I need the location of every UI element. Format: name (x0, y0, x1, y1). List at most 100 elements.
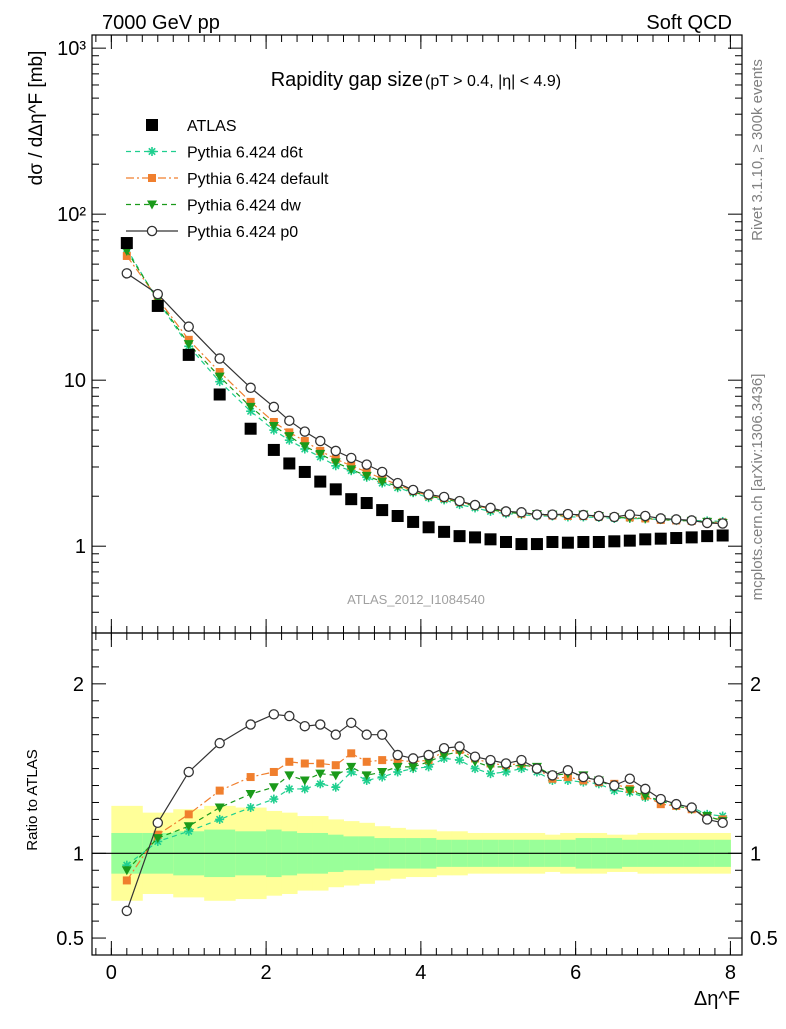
ratio-point-pythia-6-424-dw (268, 783, 279, 793)
ratio-point-pythia-6-424-d6t (362, 775, 372, 785)
legend-entry-pythia-6-424-default: Pythia 6.424 default (126, 171, 329, 188)
data-point-pythia-6-424-p0 (407, 484, 419, 496)
ratio-point-pythia-6-424-default (269, 767, 278, 776)
data-point-atlas (453, 530, 466, 543)
ratio-plot-panel: 0.5 0.5 1 1 2 2 0 2 4 6 8 Ratio to ATLAS Δη^F (24, 632, 778, 1010)
data-point-pythia-6-424-p0 (500, 506, 512, 517)
data-point-pythia-6-424-default (246, 397, 255, 406)
legend-entry-pythia-6-424-d6t: Pythia 6.424 d6t (126, 145, 303, 162)
ratio-point-pythia-6-424-default (300, 759, 309, 768)
data-point-pythia-6-424-dw (315, 449, 326, 459)
ratio-point-pythia-6-424-d6t-stroke (184, 827, 193, 836)
data-point-pythia-6-424-p0 (376, 466, 388, 478)
data-point-pythia-6-424-p0 (392, 477, 403, 489)
data-point-pythia-6-424-p0 (121, 268, 133, 279)
ratio-point-pythia-6-424-p0 (469, 751, 481, 762)
data-point-atlas (469, 531, 482, 544)
data-point-pythia-6-424-p0 (670, 514, 682, 525)
legend: ATLAS Pythia 6.424 d6t Pythia 6.424 defaul… (126, 118, 329, 241)
data-point-atlas (182, 348, 195, 361)
ratio-point-pythia-6-424-dw (392, 762, 403, 772)
rivet-side-text: Rivet 3.1.10, ≥ 300k events (749, 59, 766, 241)
ratio-point-pythia-6-424-default (184, 810, 193, 819)
legend-marker-pythia-6-424-p0 (146, 225, 158, 237)
ratio-point-pythia-6-424-p0 (392, 749, 403, 761)
legend-entry-pythia-6-424-dw: Pythia 6.424 dw (126, 198, 301, 215)
data-point-pythia-6-424-dw (214, 372, 225, 382)
ratio-point-pythia-6-424-dw (330, 771, 341, 781)
main-plot-panel: Rapidity gap size (pT > 0.4, |η| < 4.9) … (26, 34, 743, 634)
ratio-plot-frame (91, 632, 743, 956)
header-right-text: Soft QCD (646, 12, 732, 34)
data-point-atlas (329, 483, 342, 496)
main-y-tick-label: 10² (57, 204, 86, 226)
data-point-atlas (530, 538, 543, 551)
data-point-pythia-6-424-dw (183, 340, 194, 350)
ratio-point-pythia-6-424-p0 (376, 729, 388, 740)
watermark-text: ATLAS_2012_I1084540 (347, 592, 485, 607)
ratio-point-pythia-6-424-p0 (547, 770, 558, 781)
ratio-point-pythia-6-424-p0 (701, 814, 713, 825)
ratio-point-pythia-6-424-d6t-stroke (285, 785, 294, 793)
main-y-tick-label: 10³ (57, 38, 86, 60)
legend-marker-pythia-6-424-d6t-stroke (148, 147, 156, 156)
ratio-point-pythia-6-424-dw (346, 762, 357, 772)
ratio-y-axis-label: Ratio to ATLAS (24, 749, 41, 850)
ratio-point-pythia-6-424-dw (245, 790, 256, 799)
data-point-atlas (213, 388, 226, 401)
data-point-pythia-6-424-p0 (547, 509, 558, 520)
data-point-atlas (592, 535, 605, 548)
data-point-pythia-6-424-p0 (593, 510, 605, 522)
ratio-y-tick-label-right: 1 (750, 843, 761, 865)
ratio-point-pythia-6-424-d6t-stroke (471, 764, 479, 773)
data-point-pythia-6-424-p0 (268, 401, 280, 413)
data-point-pythia-6-424-dw (268, 421, 279, 431)
data-point-atlas (685, 531, 698, 544)
data-point-atlas (376, 504, 389, 517)
data-point-pythia-6-424-dw (330, 458, 341, 468)
data-point-atlas (546, 535, 559, 548)
data-point-atlas (120, 237, 133, 250)
legend-label-pythia-6-424-default: Pythia 6.424 default (187, 171, 329, 188)
data-point-atlas (623, 534, 636, 547)
data-point-pythia-6-424-dw (346, 465, 357, 475)
mcplots-side-text: mcplots.cern.ch [arXiv:1306.3436] (749, 374, 766, 601)
data-point-pythia-6-424-p0 (609, 511, 620, 523)
data-point-atlas (484, 533, 497, 546)
ratio-point-pythia-6-424-p0 (315, 719, 326, 730)
series-pythia-6-424-dw (121, 246, 728, 528)
ratio-y-tick-label-left: 2 (73, 674, 84, 696)
data-point-pythia-6-424-p0 (214, 353, 225, 364)
ratio-point-pythia-6-424-d6t-stroke (486, 769, 495, 778)
data-point-pythia-6-424-p0 (345, 452, 357, 464)
data-point-pythia-6-424-p0 (361, 459, 372, 470)
ratio-point-pythia-6-424-p0 (361, 729, 372, 740)
series-pythia-6-424-default (122, 251, 727, 527)
ratio-point-pythia-6-424-p0 (268, 709, 280, 720)
ratio-point-pythia-6-424-dw (485, 762, 496, 772)
legend-marker-pythia-6-424-dw (147, 200, 157, 210)
ratio-point-pythia-6-424-d6t-stroke (393, 768, 402, 776)
ratio-point-pythia-6-424-d6t (315, 779, 325, 789)
ratio-point-pythia-6-424-p0 (299, 720, 311, 732)
ratio-point-pythia-6-424-dw (284, 771, 295, 781)
ratio-point-pythia-6-424-default (347, 749, 356, 758)
data-point-atlas (360, 497, 373, 510)
ratio-point-pythia-6-424-d6t (470, 764, 480, 774)
ratio-point-pythia-6-424-default (122, 876, 131, 885)
x-tick-label: 8 (725, 962, 736, 984)
ratio-point-pythia-6-424-default (246, 773, 255, 782)
data-point-pythia-6-424-p0 (469, 499, 481, 511)
data-point-pythia-6-424-dw (284, 432, 295, 442)
ratio-point-pythia-6-424-p0 (183, 766, 194, 778)
ratio-point-pythia-6-424-default (215, 786, 224, 795)
data-point-atlas (561, 536, 574, 549)
main-y-tick-label: 1 (75, 536, 86, 558)
ratio-point-pythia-6-424-d6t (331, 782, 341, 792)
x-tick-label: 4 (415, 962, 426, 984)
data-point-atlas (577, 535, 590, 548)
ratio-point-pythia-6-424-p0 (330, 729, 341, 740)
data-point-pythia-6-424-p0 (423, 489, 434, 500)
data-point-atlas (701, 530, 714, 543)
